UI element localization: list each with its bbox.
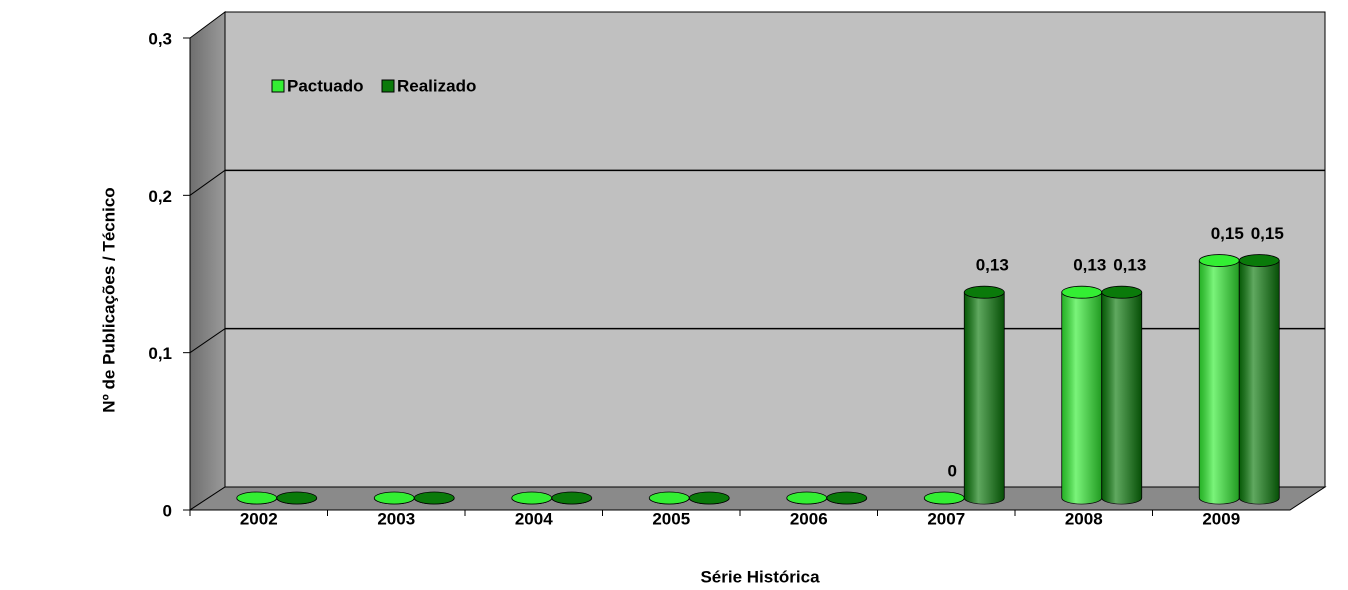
y-tick-label: 0 (163, 501, 172, 520)
x-tick-label: 2005 (652, 509, 690, 528)
data-label: 0,13 (976, 256, 1009, 275)
legend-swatch (381, 79, 395, 93)
bar-top (688, 491, 730, 505)
bar-top (276, 491, 318, 505)
floor (188, 486, 1327, 511)
bar-top (1238, 254, 1280, 267)
bar-top (1061, 285, 1103, 299)
side-wall (189, 11, 226, 511)
data-label: 0,13 (1113, 256, 1146, 275)
bar-top (551, 491, 593, 505)
bar-top (1198, 254, 1240, 267)
grid-line (189, 169, 226, 196)
bar-top (413, 491, 455, 505)
bar-shade (1101, 292, 1142, 504)
y-tick-label: 0,1 (148, 344, 172, 363)
data-label: 0,15 (1251, 224, 1284, 243)
x-tick-label: 2003 (377, 509, 415, 528)
bar-shade (1199, 260, 1240, 504)
x-tick-label: 2006 (790, 509, 828, 528)
bar-top (236, 491, 278, 505)
bar-top (963, 285, 1005, 299)
y-axis-label: Nº de Publicações / Técnico (99, 187, 118, 412)
x-tick-label: 2002 (240, 509, 278, 528)
bar-top (511, 491, 553, 505)
bar-shade (1239, 260, 1280, 504)
bar-top (923, 491, 965, 505)
x-tick-label: 2008 (1065, 509, 1103, 528)
grid-line (189, 328, 226, 354)
bar-top (373, 491, 415, 505)
data-label: 0,15 (1211, 224, 1244, 243)
data-label: 0 (948, 461, 957, 480)
bar-top (648, 491, 690, 505)
x-tick-label: 2007 (927, 509, 965, 528)
bar-top (1101, 285, 1143, 299)
bar-shade (964, 292, 1005, 504)
bar-top (786, 491, 828, 505)
bar-top (826, 491, 868, 505)
legend-swatch (271, 79, 285, 93)
legend-label: Pactuado (287, 76, 364, 95)
y-tick-label: 0,2 (148, 187, 172, 206)
bar-shade (1061, 292, 1102, 504)
data-label: 0,13 (1073, 256, 1106, 275)
y-tick-label: 0,3 (148, 29, 172, 48)
x-tick-label: 2004 (515, 509, 553, 528)
legend-label: Realizado (397, 76, 476, 95)
x-axis-label: Série Histórica (700, 567, 820, 586)
x-tick-label: 2009 (1202, 509, 1240, 528)
